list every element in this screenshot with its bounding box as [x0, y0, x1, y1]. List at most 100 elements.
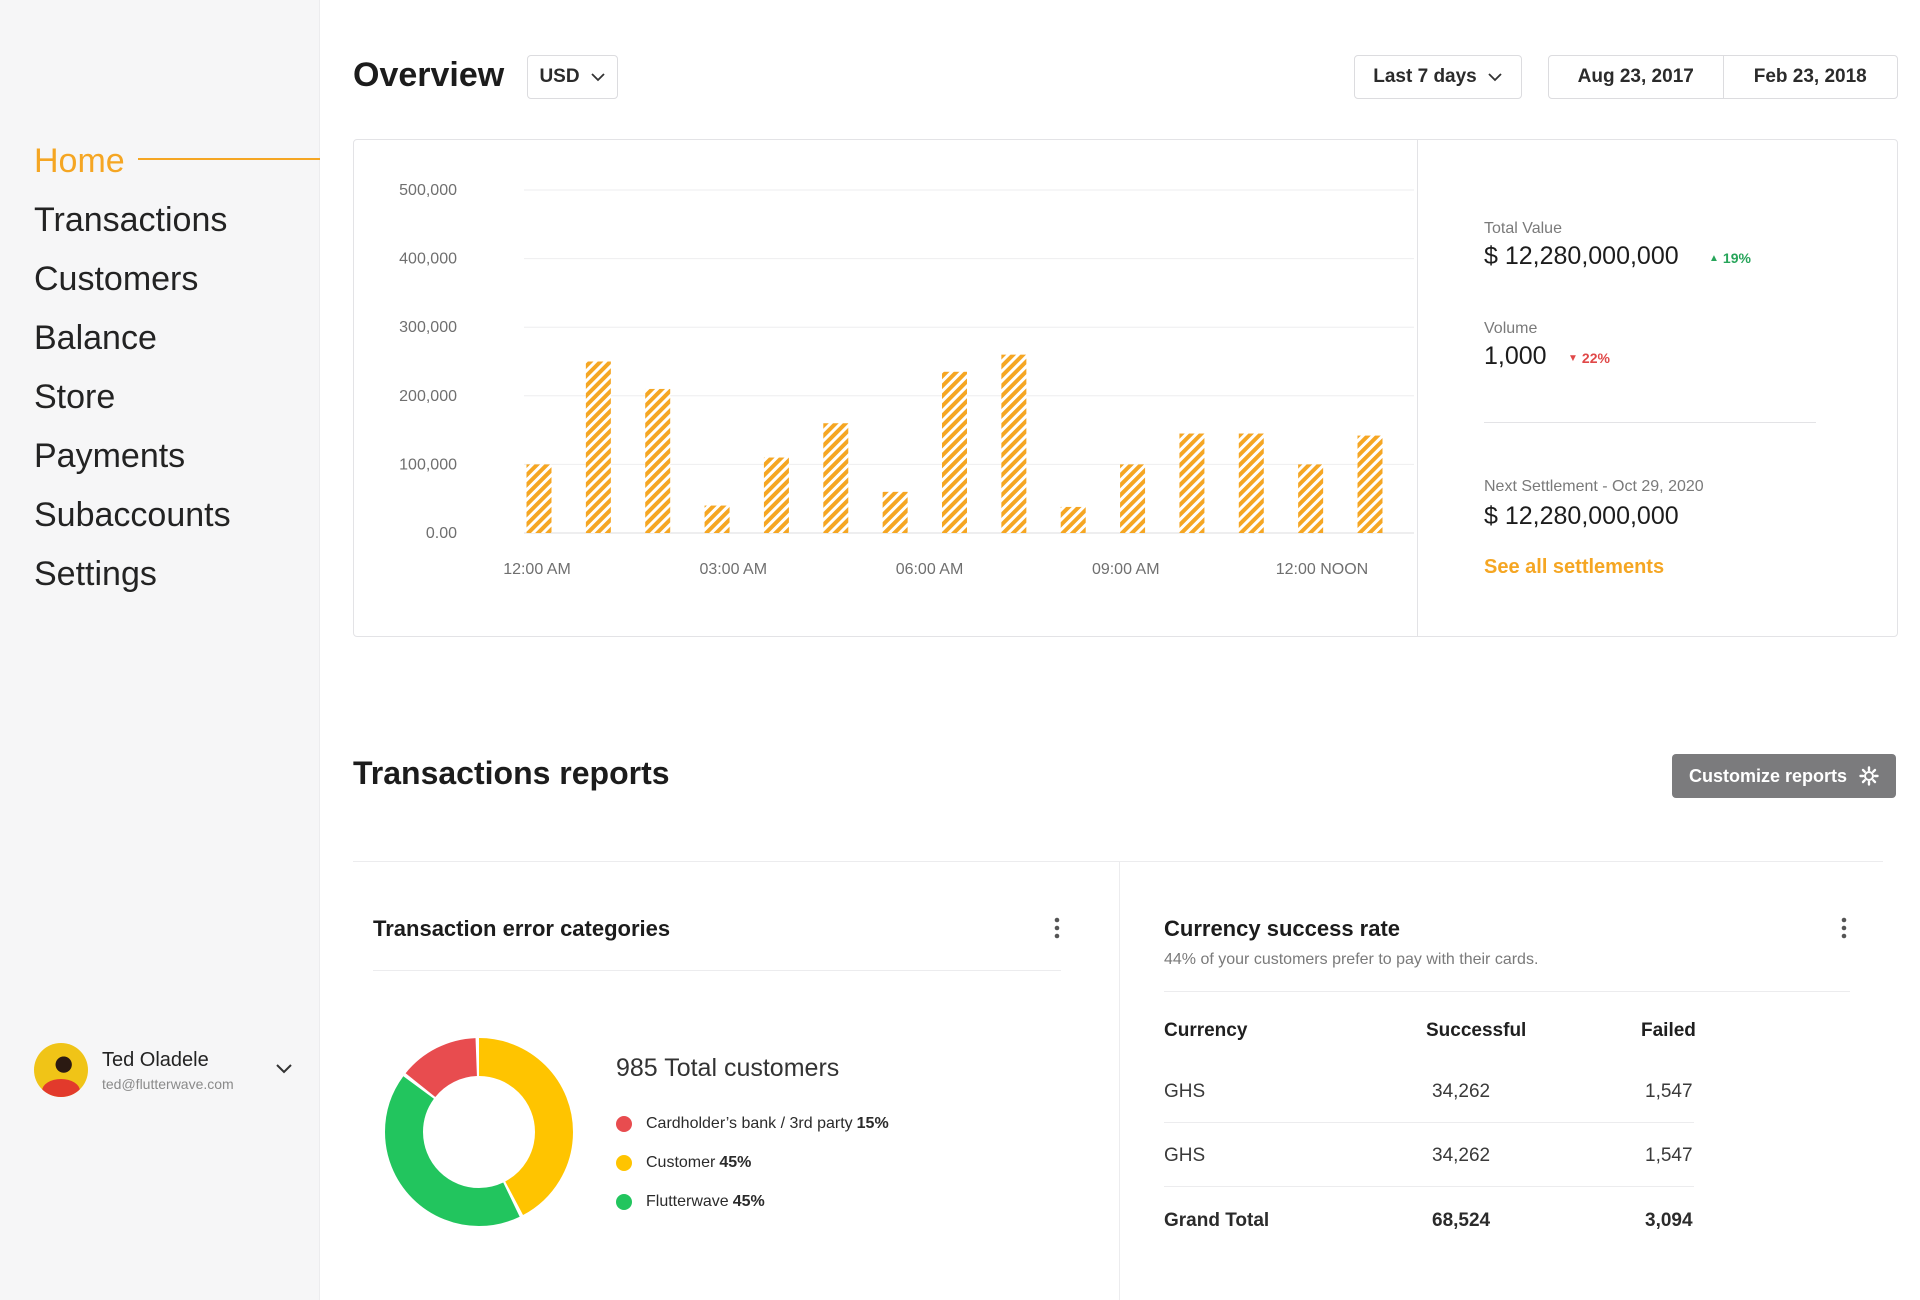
currency-select-value: USD	[539, 66, 580, 87]
total-value-trend: ▲ 19%	[1709, 250, 1751, 266]
volume-value: 1,000	[1484, 342, 1547, 370]
legend-label: Cardholder’s bank / 3rd party	[646, 1115, 853, 1132]
sidebar-item-payments[interactable]: Payments	[34, 437, 186, 475]
x-tick-label: 12:00 NOON	[1276, 561, 1368, 578]
sidebar-item-settings[interactable]: Settings	[34, 555, 157, 593]
donut-slice	[385, 1038, 573, 1226]
table-cell-successful: 34,262	[1432, 1145, 1491, 1166]
chart-bar	[526, 464, 552, 533]
legend-dot	[616, 1155, 632, 1171]
sidebar-item-balance[interactable]: Balance	[34, 319, 157, 357]
chart-bar	[882, 491, 908, 533]
sidebar-item-store[interactable]: Store	[34, 378, 116, 416]
reports-divider	[353, 861, 1883, 862]
legend-value: 15%	[856, 1115, 889, 1132]
y-tick-label: 0.00	[426, 525, 457, 542]
arrow-up-icon: ▲	[1709, 252, 1719, 264]
table-cell-failed: 1,547	[1645, 1081, 1693, 1102]
currency-select[interactable]: USD	[527, 55, 618, 99]
currency-panel-title: Currency success rate	[1164, 916, 1401, 941]
bar-chart: 500,000 400,000 300,000 200,000 100,000 0.00 1…	[399, 182, 1414, 578]
next-settlement-value: $ 12,280,000,000	[1484, 502, 1679, 530]
sidebar-item-customers[interactable]: Customers	[34, 260, 199, 298]
volume-trend: ▼ 22%	[1568, 350, 1610, 366]
total-customers: 985 Total customers	[616, 1054, 840, 1082]
avatar	[34, 1043, 88, 1097]
active-indicator-line	[138, 158, 320, 160]
stats-panel: Total Value $ 12,280,000,000 ▲ 19% Volum…	[1484, 140, 1874, 636]
date-to-field[interactable]: Feb 23, 2018	[1722, 56, 1898, 98]
sidebar-item-subaccounts[interactable]: Subaccounts	[34, 496, 231, 534]
sidebar: Home Transactions Customers Balance Stor…	[0, 0, 320, 1300]
volume-label: Volume	[1484, 320, 1538, 337]
reports-title: Transactions reports	[353, 755, 670, 791]
legend-item-flutterwave: Flutterwave 45%	[616, 1193, 765, 1211]
gear-icon	[1859, 766, 1879, 786]
table-cell-currency: GHS	[1164, 1145, 1206, 1166]
legend-dot	[616, 1194, 632, 1210]
chart-bar	[1357, 435, 1383, 533]
total-value: $ 12,280,000,000	[1484, 242, 1679, 270]
legend-label: Customer	[646, 1154, 716, 1171]
chart-bar	[1238, 433, 1264, 533]
volume-change: 22%	[1581, 350, 1610, 366]
page-title: Overview	[353, 56, 505, 94]
date-from-field[interactable]: Aug 23, 2017	[1577, 66, 1694, 87]
y-tick-label: 400,000	[399, 251, 457, 268]
next-settlement-label: Next Settlement - Oct 29, 2020	[1484, 478, 1704, 495]
table-total-label: Grand Total	[1164, 1210, 1270, 1231]
date-range-value: Last 7 days	[1373, 66, 1477, 87]
chevron-down-icon	[1488, 73, 1502, 82]
chevron-down-icon	[590, 73, 605, 82]
donut-chart	[385, 1038, 573, 1226]
x-tick-label: 03:00 AM	[699, 561, 767, 578]
chart-bar	[823, 423, 849, 533]
x-tick-label: 06:00 AM	[896, 561, 964, 578]
currency-panel-divider	[1164, 991, 1850, 992]
see-all-settlements-link[interactable]: See all settlements	[1484, 556, 1665, 578]
legend-value: 45%	[719, 1154, 752, 1171]
table-header-successful: Successful	[1426, 1020, 1527, 1041]
chart-bar	[585, 361, 611, 533]
more-vertical-icon[interactable]	[1047, 914, 1067, 942]
chevron-down-icon[interactable]	[274, 1058, 294, 1078]
table-row-divider	[1164, 1186, 1694, 1187]
date-range-select[interactable]: Last 7 days	[1354, 55, 1522, 99]
total-value-label: Total Value	[1484, 220, 1562, 237]
chart-bar	[763, 457, 789, 533]
error-panel-divider	[373, 970, 1061, 971]
currency-panel-subtitle: 44% of your customers prefer to pay with…	[1164, 951, 1539, 968]
y-tick-label: 100,000	[399, 456, 457, 473]
y-tick-label: 500,000	[399, 182, 457, 199]
chart-bar	[1298, 464, 1324, 533]
legend-item-customer: Customer 45%	[616, 1154, 751, 1172]
more-vertical-icon[interactable]	[1834, 914, 1854, 942]
customize-reports-button[interactable]: Customize reports	[1672, 754, 1896, 798]
table-total-successful: 68,524	[1432, 1210, 1491, 1231]
table-total-failed: 3,094	[1645, 1210, 1693, 1231]
table-header-failed: Failed	[1641, 1020, 1696, 1041]
y-tick-label: 200,000	[399, 388, 457, 405]
table-cell-currency: GHS	[1164, 1081, 1206, 1102]
stats-divider	[1484, 422, 1816, 423]
chart-bar	[1120, 464, 1146, 533]
user-name: Ted Oladele	[102, 1048, 209, 1071]
donut-slice	[385, 1038, 573, 1226]
customize-reports-label: Customize reports	[1688, 765, 1848, 786]
error-panel-title: Transaction error categories	[373, 916, 671, 941]
y-tick-label: 300,000	[399, 319, 457, 336]
x-tick-label: 12:00 AM	[503, 561, 571, 578]
table-row-divider	[1164, 1122, 1694, 1123]
chart-bar	[1001, 354, 1027, 533]
legend-dot	[616, 1116, 632, 1132]
user-menu[interactable]: Ted Oladele ted@flutterwave.com	[34, 1042, 294, 1098]
table-cell-failed: 1,547	[1645, 1145, 1693, 1166]
legend-item-cardholder-bank: Cardholder’s bank / 3rd party 15%	[616, 1115, 889, 1133]
chart-bar	[704, 505, 730, 533]
user-email: ted@flutterwave.com	[102, 1075, 234, 1092]
sidebar-item-home[interactable]: Home	[34, 142, 125, 180]
sidebar-item-transactions[interactable]: Transactions	[34, 201, 228, 239]
chart-bar	[645, 388, 671, 533]
chart-bar	[942, 371, 967, 533]
